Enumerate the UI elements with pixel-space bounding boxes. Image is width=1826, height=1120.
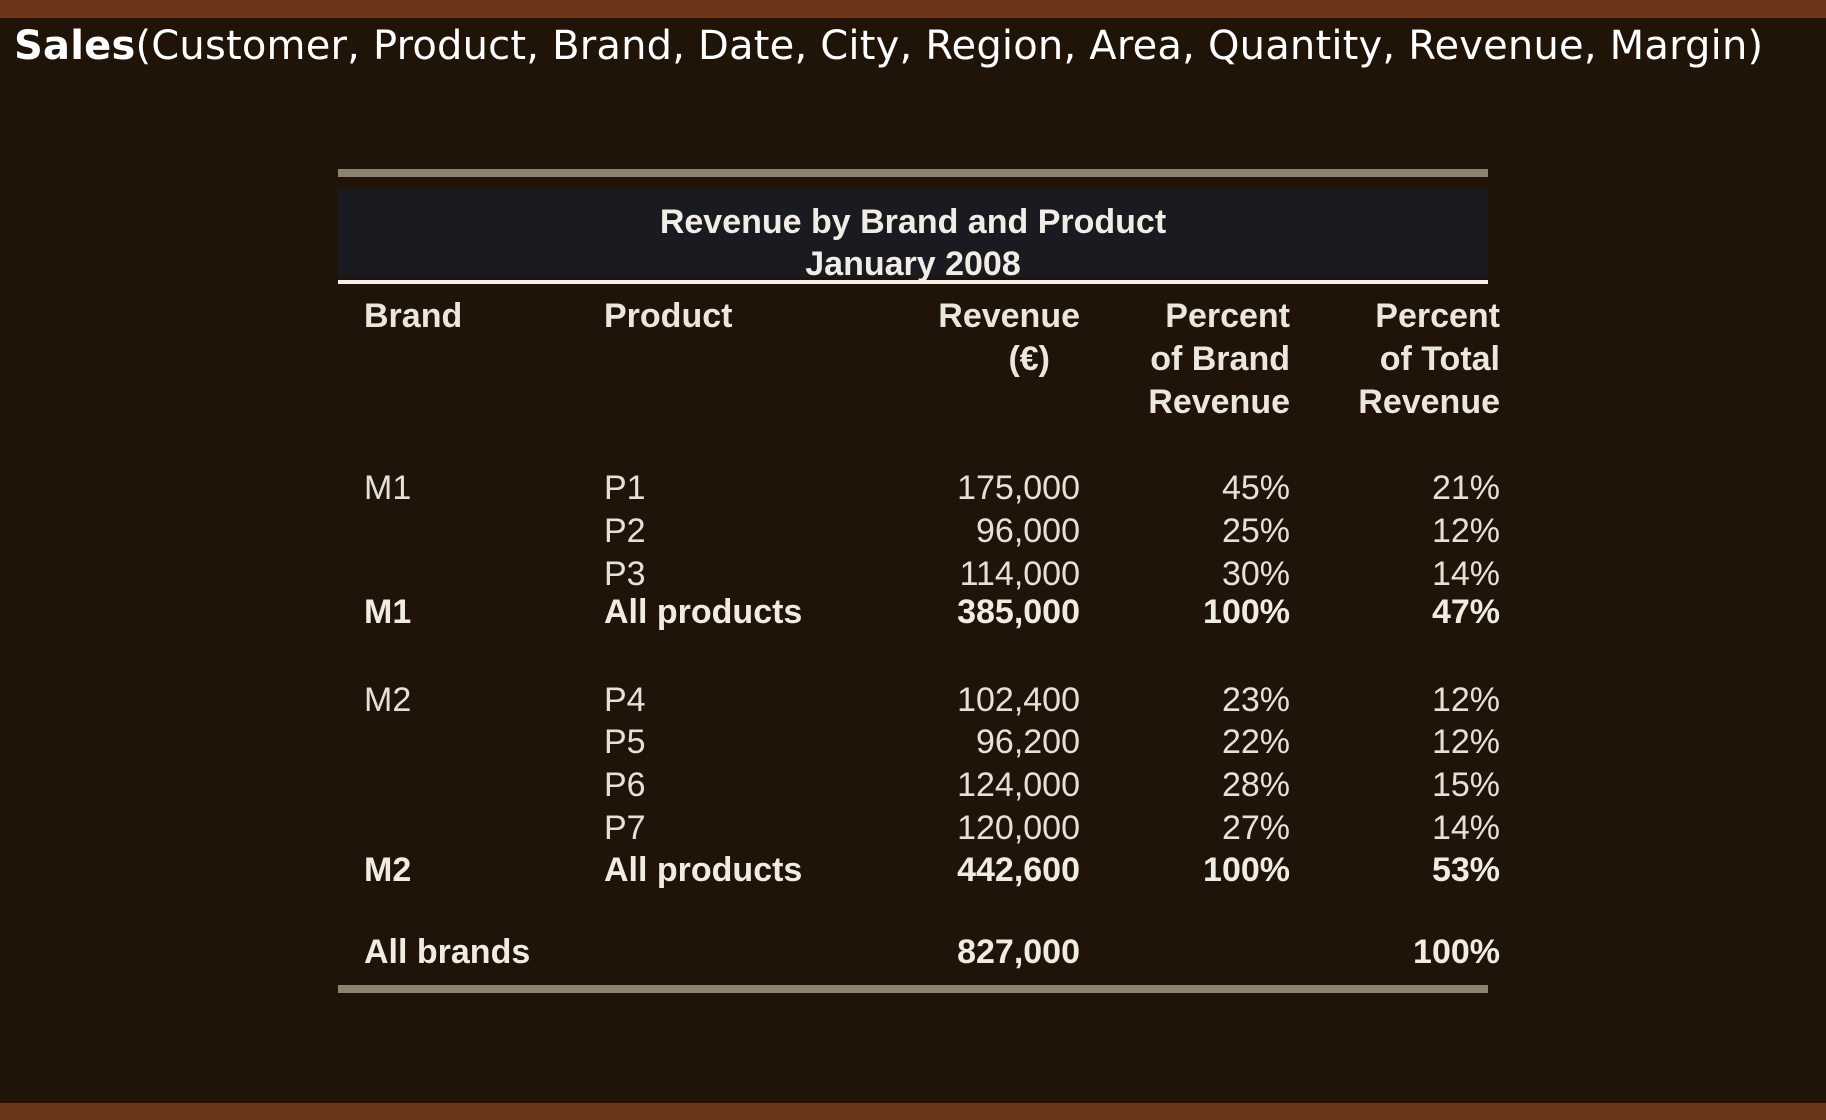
report-subtitle: January 2008 xyxy=(805,245,1021,283)
relation-attributes: (Customer, Product, Brand, Date, City, R… xyxy=(135,23,1764,69)
cell-percent-brand: 45% xyxy=(1221,469,1290,507)
cell-percent-brand: 100% xyxy=(1203,851,1290,889)
header-rule xyxy=(338,280,1488,284)
relation-schema: Sales(Customer, Product, Brand, Date, Ci… xyxy=(14,18,1814,74)
table-row-grand-total: All brands 827,000 100% xyxy=(338,931,1500,973)
cell-percent-total: 21% xyxy=(1431,469,1500,507)
cell-product: P5 xyxy=(604,723,646,761)
table-row: P5 96,200 22% 12% xyxy=(338,721,1500,763)
header-pbrand-line1: Percent xyxy=(1165,297,1290,335)
cell-percent-total: 12% xyxy=(1431,512,1500,550)
cell-percent-brand: 25% xyxy=(1221,512,1290,550)
cell-percent-total: 47% xyxy=(1431,593,1500,631)
cell-percent-brand: 23% xyxy=(1221,681,1290,719)
table-row: M2 P4 102,400 23% 12% xyxy=(338,679,1500,721)
cell-percent-brand: 22% xyxy=(1221,723,1290,761)
cell-percent-total: 14% xyxy=(1431,555,1500,593)
report-title: Revenue by Brand and Product xyxy=(659,203,1167,241)
cell-percent-total: 53% xyxy=(1431,851,1500,889)
cell-product: P4 xyxy=(604,681,646,719)
cell-revenue: 96,000 xyxy=(976,512,1080,550)
header-product-label: Product xyxy=(604,297,733,335)
cell-percent-brand: 28% xyxy=(1221,766,1290,804)
cell-revenue: 114,000 xyxy=(959,555,1080,593)
header-pbrand-line3: Revenue xyxy=(1148,383,1290,421)
header-ptotal-line1: Percent xyxy=(1375,297,1500,335)
cell-revenue: 175,000 xyxy=(957,469,1080,507)
table-row-subtotal: M2 All products 442,600 100% 53% xyxy=(338,849,1500,891)
cell-product: All products xyxy=(604,851,803,889)
cell-percent-total: 15% xyxy=(1431,766,1500,804)
header-percent-brand: Percent of Brand Revenue xyxy=(1098,295,1290,424)
header-product: Product xyxy=(604,295,844,338)
table-row: P6 124,000 28% 15% xyxy=(338,764,1500,806)
cell-product: P3 xyxy=(604,555,646,593)
cell-revenue: 124,000 xyxy=(957,766,1080,804)
cell-brand: M2 xyxy=(364,851,412,889)
cell-product: All products xyxy=(604,593,803,631)
cell-product: P1 xyxy=(604,469,646,507)
cell-percent-brand: 27% xyxy=(1221,809,1290,847)
table-row: P7 120,000 27% 14% xyxy=(338,807,1500,849)
table-row: P3 114,000 30% 14% xyxy=(338,553,1500,595)
table-row: P2 96,000 25% 12% xyxy=(338,510,1500,552)
table-top-rule xyxy=(338,169,1488,177)
cell-percent-total: 12% xyxy=(1431,681,1500,719)
cell-brand: M1 xyxy=(364,469,412,507)
table-row: M1 P1 175,000 45% 21% xyxy=(338,467,1500,509)
table-bottom-rule xyxy=(338,985,1488,993)
cell-percent-total: 12% xyxy=(1431,723,1500,761)
header-ptotal-line2: of Total xyxy=(1379,340,1500,378)
cell-percent-brand: 100% xyxy=(1203,593,1290,631)
cell-brand: M1 xyxy=(364,593,412,631)
cell-revenue: 442,600 xyxy=(957,851,1080,889)
header-revenue-line1: Revenue xyxy=(938,297,1080,335)
header-revenue-line2: (€) xyxy=(1008,340,1050,378)
cell-revenue: 385,000 xyxy=(957,593,1080,631)
cell-brand: All brands xyxy=(364,933,531,971)
header-brand: Brand xyxy=(364,295,584,338)
revenue-report-table: Revenue by Brand and Product January 200… xyxy=(338,169,1500,993)
cell-product: P2 xyxy=(604,512,646,550)
cell-percent-total: 100% xyxy=(1413,933,1500,971)
cell-revenue: 120,000 xyxy=(957,809,1080,847)
table-row-subtotal: M1 All products 385,000 100% 47% xyxy=(338,591,1500,633)
header-revenue: Revenue (€) xyxy=(878,295,1080,381)
cell-product: P7 xyxy=(604,809,646,847)
header-pbrand-line2: of Brand xyxy=(1150,340,1290,378)
cell-product: P6 xyxy=(604,766,646,804)
header-percent-total: Percent of Total Revenue xyxy=(1308,295,1500,424)
report-title-bar: Revenue by Brand and Product January 200… xyxy=(338,189,1488,283)
cell-revenue: 827,000 xyxy=(957,933,1080,971)
header-brand-label: Brand xyxy=(364,297,463,335)
top-border-band xyxy=(0,0,1826,18)
header-ptotal-line3: Revenue xyxy=(1358,383,1500,421)
cell-brand: M2 xyxy=(364,681,412,719)
bottom-border-band xyxy=(0,1103,1826,1120)
cell-revenue: 96,200 xyxy=(976,723,1080,761)
cell-percent-total: 14% xyxy=(1431,809,1500,847)
relation-name: Sales xyxy=(14,23,136,69)
cell-revenue: 102,400 xyxy=(957,681,1080,719)
cell-percent-brand: 30% xyxy=(1221,555,1290,593)
